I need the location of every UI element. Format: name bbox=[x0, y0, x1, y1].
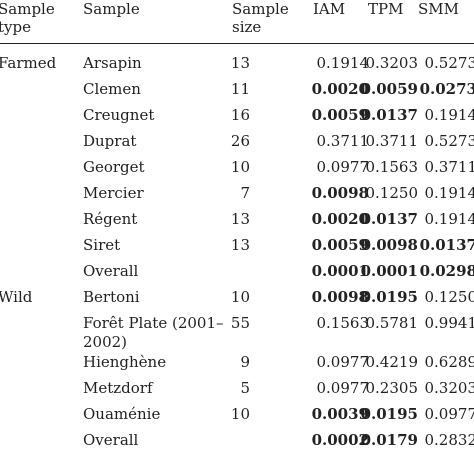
row-smm-value: 0.1914 bbox=[425, 183, 474, 203]
row-sample-type: Farmed bbox=[0, 53, 56, 73]
row-iam-value: 0.0977 bbox=[317, 378, 370, 398]
row-iam-value: 0.1914 bbox=[317, 53, 370, 73]
row-sample-name: Bertoni bbox=[83, 287, 140, 307]
row-tpm-value: 0.0137 bbox=[361, 209, 418, 229]
row-smm-value: 0.0137 bbox=[420, 235, 474, 255]
row-tpm-value: 0.4219 bbox=[366, 352, 419, 372]
row-tpm-value: 0.0098 bbox=[361, 235, 418, 255]
row-tpm-value: 0.0195 bbox=[361, 287, 418, 307]
row-tpm-value: 0.3711 bbox=[366, 131, 419, 151]
row-sample-size: 16 bbox=[231, 105, 250, 125]
row-tpm-value: 0.0179 bbox=[361, 430, 418, 450]
row-smm-value: 0.5273 bbox=[425, 131, 474, 151]
row-sample-name: Mercier bbox=[83, 183, 144, 203]
row-sample-name: Georget bbox=[83, 157, 145, 177]
row-tpm-value: 0.1563 bbox=[366, 157, 419, 177]
header-smm: SMM bbox=[418, 0, 459, 19]
row-tpm-value: 0.0195 bbox=[361, 404, 418, 424]
header-sample-size-line2: size bbox=[232, 17, 261, 37]
row-sample-size: 10 bbox=[231, 157, 250, 177]
row-smm-value: 0.6289 bbox=[425, 352, 474, 372]
row-sample-size: 5 bbox=[240, 378, 250, 398]
row-tpm-value: 0.0137 bbox=[361, 105, 418, 125]
table-header: Sample type Sample Sample size IAM TPM S… bbox=[0, 0, 474, 42]
row-iam-value: 0.3711 bbox=[317, 131, 370, 151]
row-sample-name: Régent bbox=[83, 209, 137, 229]
row-sample-name: Forêt Plate (2001– bbox=[83, 313, 224, 333]
row-sample-name: 2002) bbox=[83, 332, 127, 352]
row-smm-value: 0.9941 bbox=[425, 313, 474, 333]
header-sample: Sample bbox=[83, 0, 140, 19]
header-sample-type-line2: type bbox=[0, 17, 31, 37]
row-sample-name: Creugnet bbox=[83, 105, 154, 125]
row-sample-size: 10 bbox=[231, 287, 250, 307]
row-sample-size: 9 bbox=[240, 352, 250, 372]
row-sample-size: 55 bbox=[231, 313, 250, 333]
row-tpm-value: 0.0059 bbox=[361, 79, 418, 99]
row-sample-name: Metzdorf bbox=[83, 378, 153, 398]
row-sample-name: Duprat bbox=[83, 131, 136, 151]
row-sample-size: 10 bbox=[231, 404, 250, 424]
row-sample-size: 7 bbox=[240, 183, 250, 203]
row-sample-name: Siret bbox=[83, 235, 120, 255]
row-sample-type: Wild bbox=[0, 287, 32, 307]
row-sample-size: 13 bbox=[231, 53, 250, 73]
row-sample-name: Ouaménie bbox=[83, 404, 160, 424]
header-tpm: TPM bbox=[368, 0, 403, 19]
row-tpm-value: 0.2305 bbox=[366, 378, 419, 398]
row-sample-size: 13 bbox=[231, 235, 250, 255]
row-tpm-value: 0.5781 bbox=[366, 313, 419, 333]
row-tpm-value: 0.1250 bbox=[366, 183, 419, 203]
row-sample-size: 26 bbox=[231, 131, 250, 151]
row-iam-value: 0.0977 bbox=[317, 157, 370, 177]
row-smm-value: 0.3203 bbox=[425, 378, 474, 398]
row-tpm-value: 0.0001 bbox=[361, 261, 418, 281]
row-smm-value: 0.3711 bbox=[425, 157, 474, 177]
row-tpm-value: 0.3203 bbox=[366, 53, 419, 73]
row-iam-value: 0.1563 bbox=[317, 313, 370, 333]
row-iam-value: 0.0977 bbox=[317, 352, 370, 372]
row-iam-value: 0.0098 bbox=[312, 183, 369, 203]
row-smm-value: 0.1914 bbox=[425, 209, 474, 229]
row-smm-value: 0.2832 bbox=[425, 430, 474, 450]
header-rule bbox=[0, 43, 474, 44]
row-sample-name: Clemen bbox=[83, 79, 141, 99]
header-iam: IAM bbox=[313, 0, 345, 19]
row-sample-size: 11 bbox=[231, 79, 250, 99]
row-smm-value: 0.0273 bbox=[420, 79, 474, 99]
row-smm-value: 0.0298 bbox=[420, 261, 474, 281]
row-sample-name: Arsapin bbox=[83, 53, 142, 73]
row-smm-value: 0.5273 bbox=[425, 53, 474, 73]
row-smm-value: 0.1914 bbox=[425, 105, 474, 125]
row-sample-name: Overall bbox=[83, 430, 138, 450]
row-smm-value: 0.0977 bbox=[425, 404, 474, 424]
row-sample-name: Hienghène bbox=[83, 352, 166, 372]
row-sample-size: 13 bbox=[231, 209, 250, 229]
row-smm-value: 0.1250 bbox=[425, 287, 474, 307]
row-sample-name: Overall bbox=[83, 261, 138, 281]
